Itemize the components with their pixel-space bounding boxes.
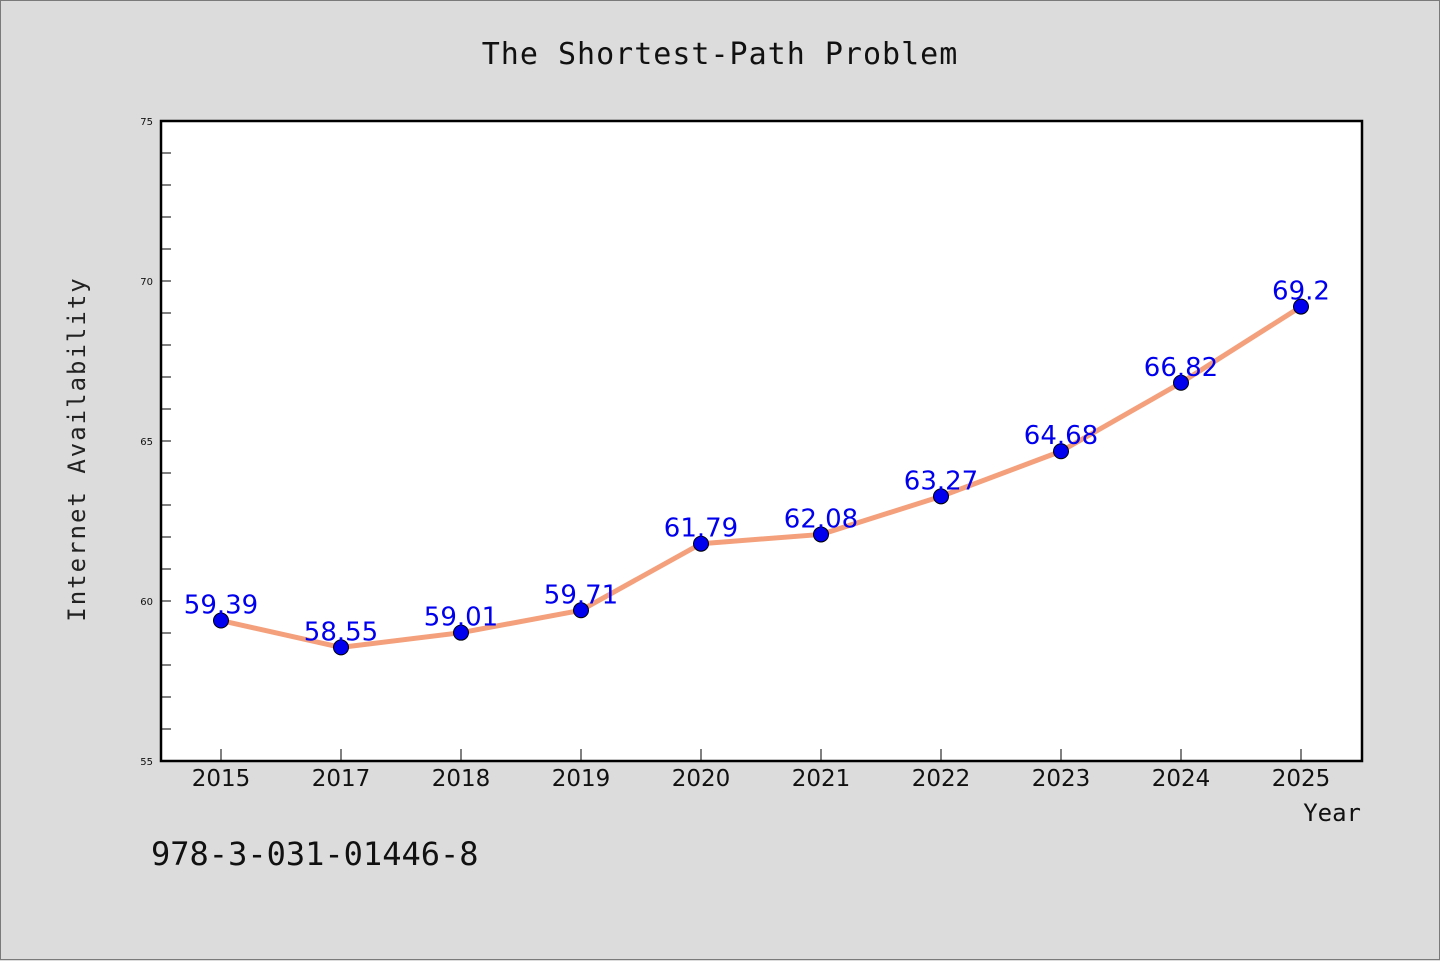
data-point [453,624,469,641]
y-tick-label: 60 [140,597,153,608]
data-label: 62.08 [784,504,858,534]
data-label: 69.2 [1272,277,1330,307]
y-axis-ticks: 55 60 65 70 75 [140,117,171,768]
data-point [573,602,589,619]
y-tick-label: 65 [140,437,153,448]
data-point [213,612,229,629]
data-point [1173,374,1189,391]
data-label-layer: 59.39 58.55 59.01 59.71 61.79 62.08 63.27 64.68… [184,277,1330,648]
data-point [333,639,349,656]
data-point [933,488,949,505]
y-axis-label: Internet Availability [63,276,91,621]
data-label: 59.39 [184,591,258,621]
x-axis-ticks: 2015 2017 2018 2019 2020 2021 2022 2023 2024 2025 [192,749,1331,792]
series-layer [218,304,1304,650]
x-tick-label: 2023 [1032,766,1091,792]
series-line [218,304,1304,650]
isbn-text: 978-3-031-01446-8 [151,835,479,873]
data-point [813,526,829,543]
y-tick-label: 55 [140,757,153,768]
data-point [1293,298,1309,315]
marker-layer [213,298,1309,656]
x-tick-label: 2015 [192,766,251,792]
data-label: 58.55 [304,617,378,647]
data-point [693,535,709,552]
plot-area [159,119,1364,763]
x-tick-label: 2022 [912,766,971,792]
data-label: 61.79 [664,514,738,544]
y-tick-label: 75 [140,117,153,128]
x-tick-label: 2024 [1152,766,1211,792]
x-tick-label: 2021 [792,766,851,792]
x-tick-label: 2017 [312,766,371,792]
data-label: 59.71 [544,580,618,610]
data-label: 63.27 [904,466,978,496]
data-point [1053,443,1069,460]
x-axis-label: Year [1303,799,1361,827]
chart-title: The Shortest-Path Problem [482,37,959,72]
data-label: 59.01 [424,603,498,633]
x-tick-label: 2020 [672,766,731,792]
x-tick-label: 2019 [552,766,611,792]
x-tick-label: 2025 [1272,766,1331,792]
data-label: 66.82 [1144,353,1218,383]
data-label: 64.68 [1024,421,1098,451]
x-tick-label: 2018 [432,766,491,792]
y-tick-label: 70 [140,277,153,288]
